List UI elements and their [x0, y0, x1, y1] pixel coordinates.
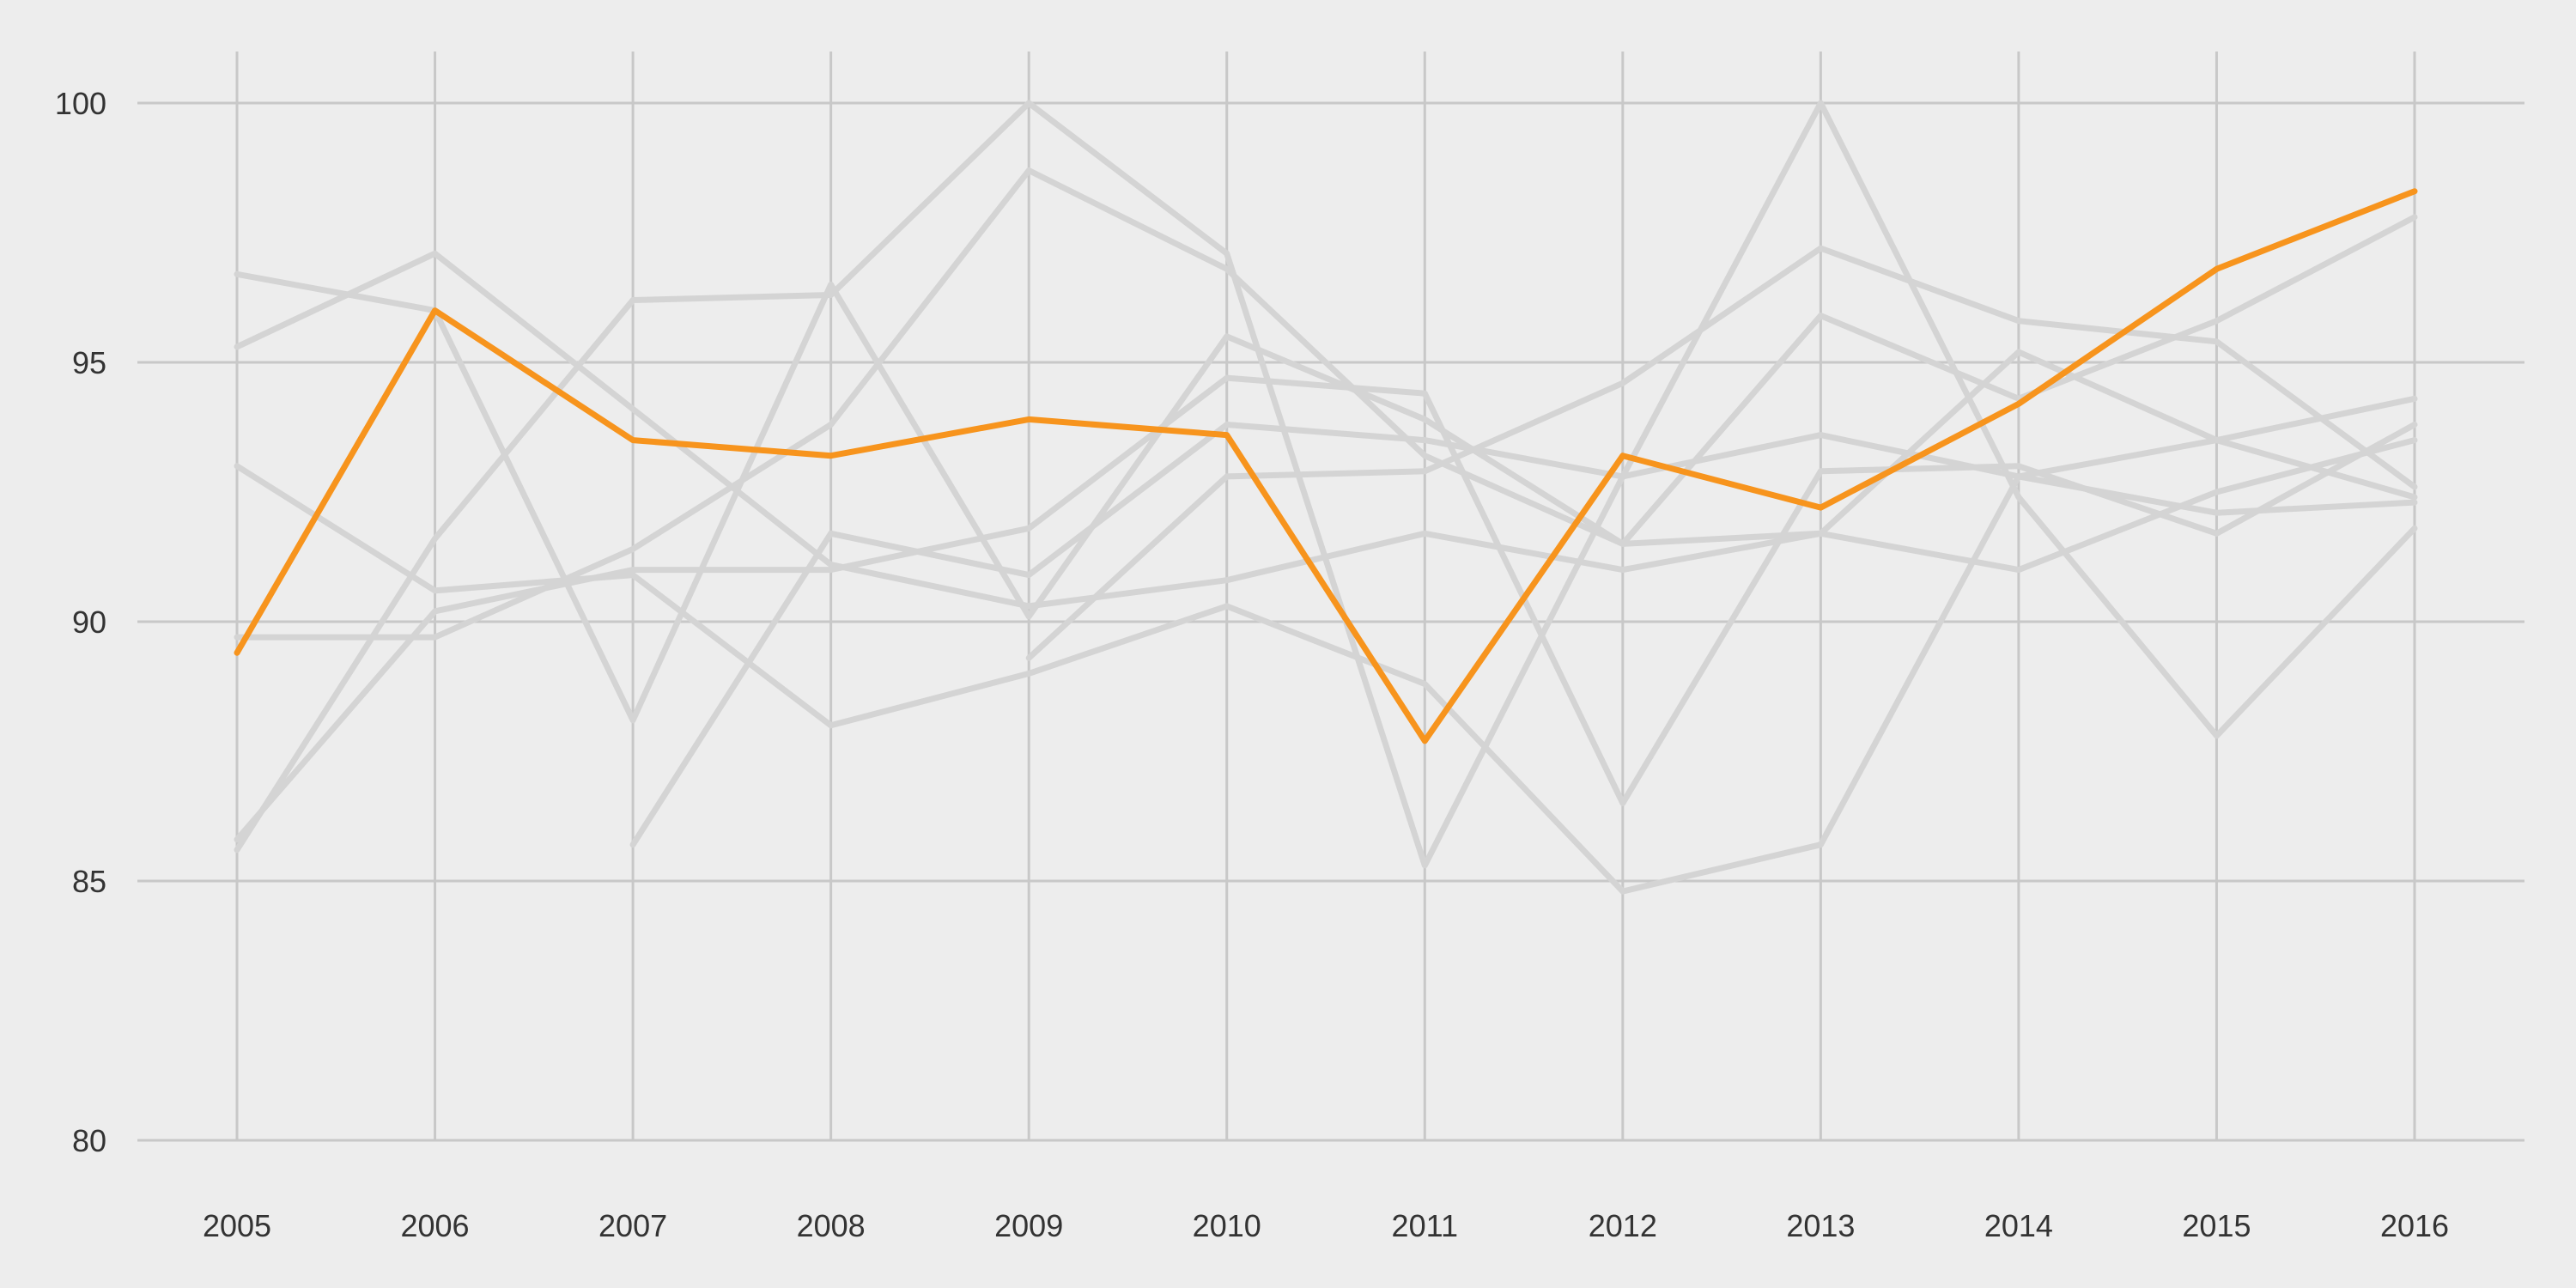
y-tick-label: 80: [72, 1123, 106, 1158]
context-series-line: [234, 214, 2418, 724]
context-series-line: [234, 374, 2418, 843]
y-axis-tick-labels: 80 85 90 95 100: [55, 86, 106, 1158]
x-tick-label: 2005: [203, 1208, 271, 1243]
y-tick-label: 90: [72, 605, 106, 640]
x-tick-label: 2011: [1392, 1208, 1458, 1243]
x-gridlines: [235, 52, 2416, 1140]
x-tick-label: 2010: [1193, 1208, 1261, 1243]
x-axis-tick-labels: 2005 2006 2007 2008 2009 2010 2011 2012 2013 2014…: [203, 1208, 2449, 1243]
y-tick-label: 85: [72, 864, 106, 899]
x-tick-label: 2006: [400, 1208, 469, 1243]
context-series-line: [629, 395, 2418, 848]
highlight-series-group: [234, 188, 2418, 744]
x-tick-label: 2016: [2380, 1208, 2449, 1243]
x-tick-label: 2013: [1786, 1208, 1855, 1243]
y-gridlines: [137, 101, 2524, 1142]
x-tick-label: 2014: [1984, 1208, 2053, 1243]
y-tick-label: 100: [55, 86, 106, 121]
y-tick-label: 95: [72, 345, 106, 380]
context-series-line: [234, 167, 2418, 641]
x-tick-label: 2007: [598, 1208, 667, 1243]
context-series-line: [234, 100, 2418, 869]
highlight-series-line: [234, 188, 2418, 744]
x-tick-label: 2009: [994, 1208, 1063, 1243]
x-tick-label: 2012: [1589, 1208, 1657, 1243]
context-series-group: [234, 100, 2418, 895]
context-series-line: [1025, 245, 2418, 661]
x-tick-label: 2008: [797, 1208, 866, 1243]
x-tick-label: 2015: [2182, 1208, 2251, 1243]
